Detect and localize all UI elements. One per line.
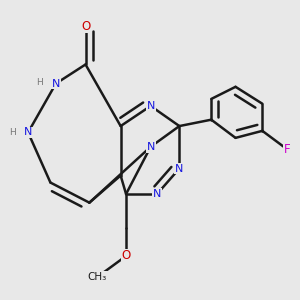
Text: N: N bbox=[24, 128, 32, 137]
Text: N: N bbox=[146, 101, 155, 111]
Text: H: H bbox=[37, 77, 43, 86]
Text: N: N bbox=[153, 189, 161, 199]
Text: N: N bbox=[146, 142, 155, 152]
Text: O: O bbox=[122, 250, 131, 262]
Text: N: N bbox=[52, 79, 60, 88]
Text: F: F bbox=[284, 143, 290, 156]
Text: N: N bbox=[175, 164, 184, 173]
Text: CH₃: CH₃ bbox=[88, 272, 107, 282]
Text: O: O bbox=[81, 20, 90, 33]
Text: H: H bbox=[9, 128, 16, 137]
